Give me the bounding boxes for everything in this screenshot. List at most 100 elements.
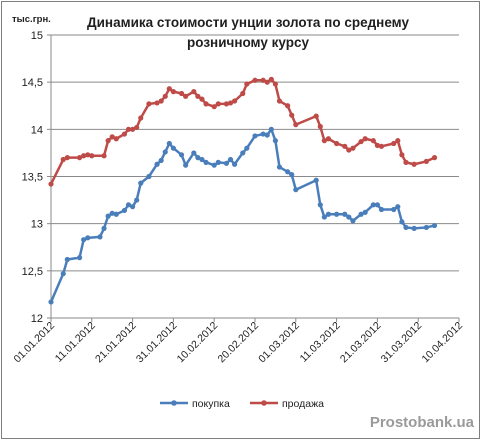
data-point [227, 156, 234, 163]
data-point [342, 143, 348, 149]
gridlines [51, 34, 459, 319]
legend: покупка продажа [160, 398, 324, 410]
series-buy [48, 126, 438, 305]
data-point [334, 211, 340, 217]
data-point [113, 211, 119, 217]
chart-title-line2: розничному курсу [187, 35, 309, 50]
data-point [203, 159, 209, 165]
data-point [134, 124, 140, 131]
legend-swatch-marker [261, 400, 267, 406]
data-point [321, 214, 327, 220]
data-point [264, 79, 270, 85]
x-tick-label: 31.01.2012 [134, 320, 180, 366]
x-tick-label: 10.02.2012 [175, 320, 221, 366]
data-point [260, 131, 266, 137]
data-point [252, 77, 258, 83]
data-point [215, 101, 221, 107]
data-point [223, 101, 230, 107]
data-point [64, 256, 70, 263]
data-point [178, 152, 185, 158]
data-point [391, 206, 397, 213]
series-sell [48, 76, 438, 187]
data-point [362, 136, 368, 142]
data-point [317, 123, 323, 130]
data-point [325, 136, 332, 142]
x-tick-label: 01.01.2012 [11, 320, 57, 366]
watermark-text: Prostobank.ua [370, 414, 475, 431]
data-point [138, 180, 144, 186]
data-point [85, 235, 91, 241]
chart-title-line1: Динамика стоимости унции золота по средн… [87, 15, 409, 30]
data-point [121, 207, 128, 214]
data-point [162, 93, 168, 99]
data-point [97, 234, 103, 240]
legend-label: покупка [192, 398, 230, 410]
data-point [423, 224, 429, 231]
data-point [325, 211, 332, 217]
data-point [276, 164, 283, 170]
data-point [211, 104, 217, 110]
data-point [403, 159, 409, 165]
data-point [101, 225, 107, 231]
data-point [240, 150, 246, 156]
data-point [411, 161, 417, 167]
data-point [121, 131, 128, 137]
y-tick-label: 13 [31, 219, 43, 231]
data-point [289, 112, 295, 118]
data-point [146, 101, 152, 107]
data-point [215, 159, 221, 165]
data-point [191, 89, 197, 95]
data-point [60, 156, 66, 163]
data-point [289, 172, 295, 178]
data-point [81, 153, 87, 159]
y-tick-label: 14 [31, 124, 43, 136]
y-axis-ticks: 12 12,5 13 13,5 14 14,5 15 [22, 30, 51, 325]
data-point [350, 218, 356, 224]
y-axis-unit-label: тыс.грн. [12, 14, 51, 25]
data-point [76, 255, 83, 261]
y-tick-label: 13,5 [22, 172, 43, 184]
data-point [89, 153, 95, 159]
data-point [346, 147, 352, 153]
data-point [370, 138, 376, 144]
data-point [85, 152, 91, 158]
data-point [109, 210, 115, 216]
x-tick-label: 11.01.2012 [53, 320, 98, 365]
data-point [252, 133, 258, 139]
data-point [240, 90, 246, 97]
data-point [158, 157, 164, 164]
y-tick-label: 14,5 [22, 77, 43, 89]
data-point [166, 140, 172, 147]
data-point [211, 162, 217, 168]
data-point [346, 214, 352, 220]
y-tick-label: 12 [31, 313, 43, 325]
data-point [125, 202, 132, 208]
data-point [244, 145, 250, 151]
data-point [158, 98, 164, 104]
data-point [138, 115, 144, 121]
data-point [276, 98, 283, 104]
data-point [48, 181, 54, 187]
data-point [64, 155, 70, 161]
data-point [232, 98, 238, 104]
data-point [321, 138, 327, 144]
data-point [195, 155, 201, 161]
x-tick-label: 20.02.2012 [215, 320, 261, 366]
data-point [272, 81, 278, 87]
data-point [134, 197, 140, 203]
series-lines [48, 76, 438, 305]
data-point [130, 204, 136, 210]
data-point [166, 86, 172, 92]
data-point [191, 150, 197, 156]
y-tick-label: 15 [31, 30, 43, 42]
data-point [342, 211, 348, 217]
data-point [395, 138, 401, 144]
data-point [232, 161, 238, 167]
x-axis-ticks: 01.01.201211.01.201221.01.201231.01.2012… [11, 318, 465, 365]
x-tick-label: 01.03.2012 [256, 320, 302, 366]
data-point [199, 156, 205, 163]
data-point [293, 187, 299, 193]
data-point [227, 100, 234, 106]
